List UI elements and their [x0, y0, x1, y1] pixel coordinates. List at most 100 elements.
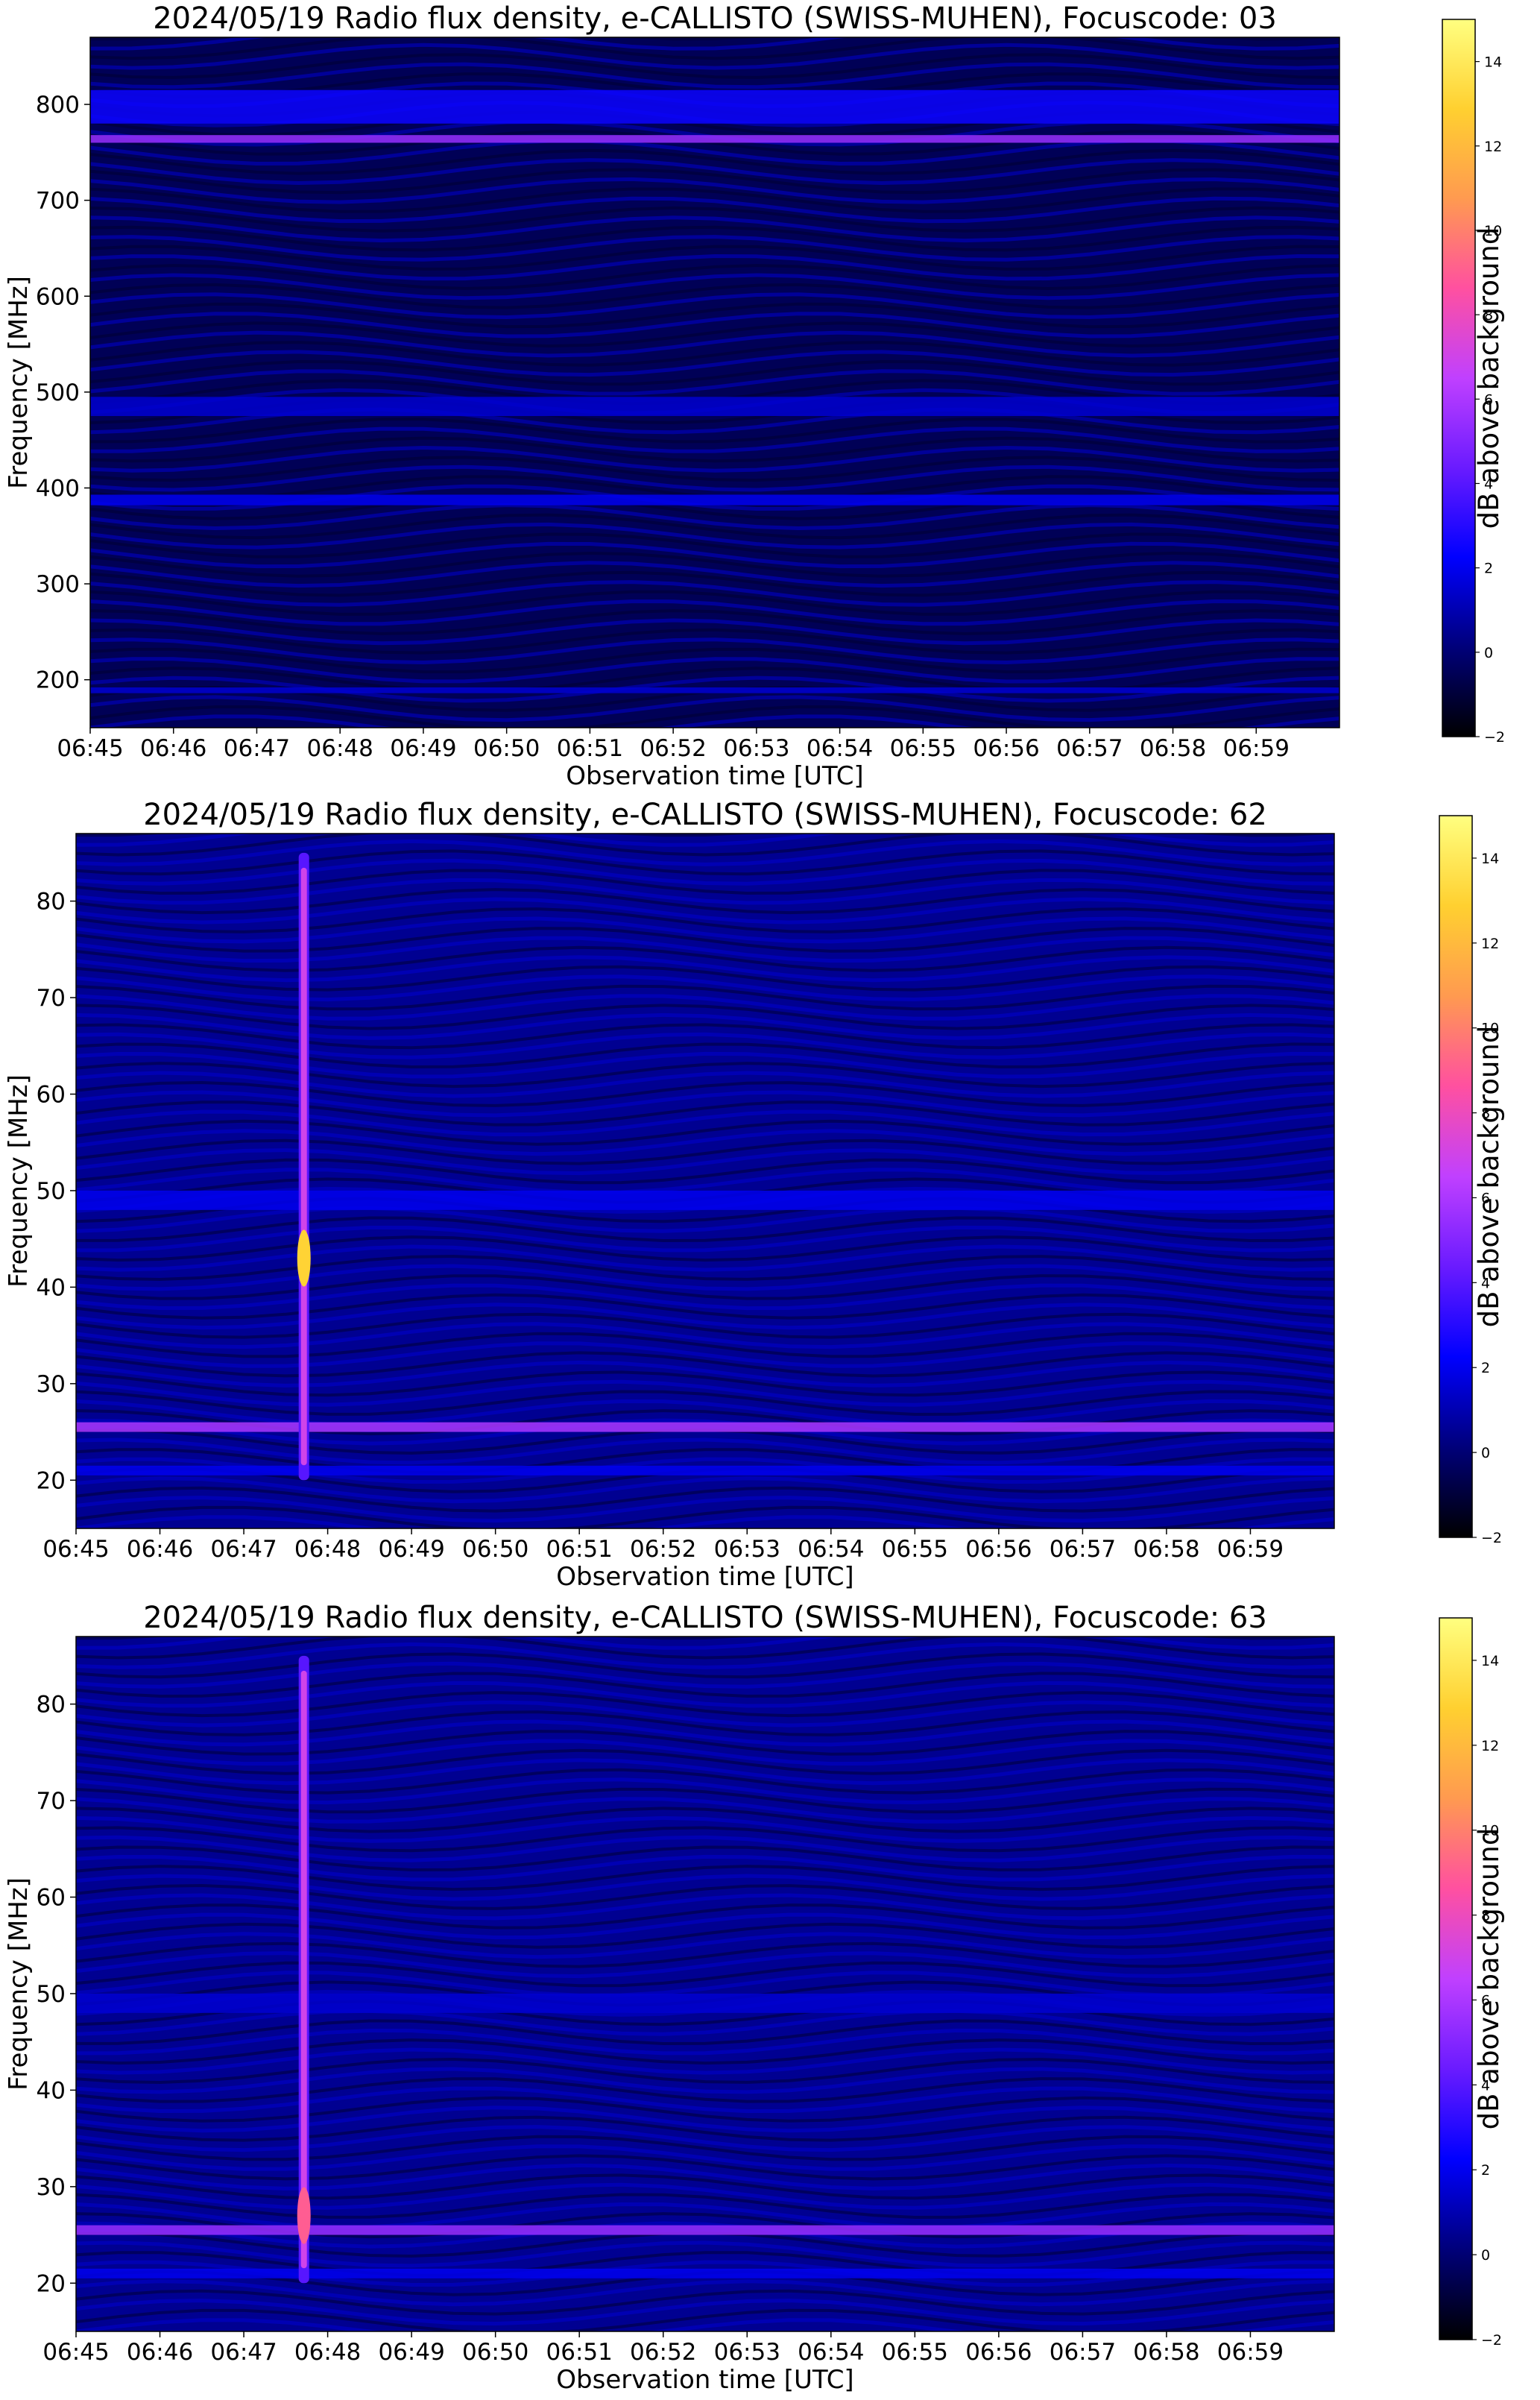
colorbar-tick-label: 12 [1484, 139, 1502, 155]
y-tick-label: 200 [36, 667, 80, 694]
colorbar-tick-label: 14 [1484, 54, 1502, 71]
x-tick-label: 06:50 [473, 735, 540, 762]
colorbar-label: dB above background [1473, 1026, 1505, 1328]
colorbar-tick-label: 12 [1481, 936, 1499, 952]
plot-area [90, 37, 1339, 728]
colorbar: −2 0 2 4 6 8 10 12 14 dB above background [1439, 1617, 1505, 2349]
x-tick-label: 06:45 [42, 2339, 109, 2366]
burst-peak [297, 1229, 311, 1287]
y-tick-label: 30 [37, 2174, 66, 2201]
x-tick-label: 06:49 [390, 735, 456, 762]
x-tick-label: 06:47 [210, 2339, 277, 2366]
x-tick-label: 06:57 [1050, 1536, 1116, 1563]
x-tick-label: 06:57 [1050, 2339, 1116, 2366]
colorbar-gradient [1439, 815, 1473, 1538]
x-tick-label: 06:57 [1056, 735, 1123, 762]
y-tick-label: 60 [37, 1082, 66, 1109]
y-tick-label: 600 [36, 283, 80, 310]
plot-frame [75, 833, 1335, 1529]
y-tick-label: 400 [36, 475, 80, 502]
x-tick-label: 06:56 [973, 735, 1039, 762]
colorbar: −2 0 2 4 6 8 10 12 14 dB above background [1439, 815, 1505, 1546]
colorbar-tick-label: 0 [1481, 2247, 1490, 2264]
x-tick-label: 06:56 [965, 2339, 1032, 2366]
spectral-band [90, 687, 1339, 693]
x-tick-label: 06:59 [1217, 2339, 1284, 2366]
plot-frame [89, 37, 1340, 728]
x-tick-label: 06:58 [1140, 735, 1206, 762]
colorbar-tick-label: 4 [1481, 1275, 1490, 1291]
x-tick-label: 06:53 [723, 735, 789, 762]
spectrogram-panel-2: 2024/05/19 Radio flux density, e-CALLIST… [4, 798, 1505, 1592]
spectrogram-panel-1: 2024/05/19 Radio flux density, e-CALLIST… [4, 1, 1505, 791]
x-tick-label: 06:51 [546, 1536, 613, 1563]
x-tick-label: 06:45 [42, 1536, 109, 1563]
y-tick-label: 800 [36, 92, 80, 119]
y-tick-label: 40 [37, 2077, 66, 2104]
y-tick-label: 50 [37, 1981, 66, 2008]
colorbar-tick-label: −2 [1481, 2332, 1502, 2349]
y-axis-label: Frequency [MHz] [4, 1877, 34, 2091]
x-tick-label: 06:50 [462, 1536, 528, 1563]
x-tick-label: 06:46 [127, 1536, 193, 1563]
chart-title: 2024/05/19 Radio flux density, e-CALLIST… [153, 1, 1277, 36]
x-tick-label: 06:47 [224, 735, 290, 762]
y-tick-label: 20 [37, 2270, 66, 2297]
x-tick-label: 06:54 [807, 735, 873, 762]
spectral-band [76, 1190, 1334, 1210]
x-tick-label: 06:59 [1223, 735, 1290, 762]
x-tick-label: 06:47 [210, 1536, 277, 1563]
x-tick-label: 06:52 [630, 1536, 696, 1563]
x-tick-label: 06:53 [714, 2339, 780, 2366]
x-tick-label: 06:51 [557, 735, 623, 762]
x-tick-label: 06:58 [1133, 1536, 1199, 1563]
spectral-band [90, 135, 1339, 143]
y-tick-label: 80 [37, 889, 66, 916]
x-tick-label: 06:58 [1133, 2339, 1199, 2366]
type-iii-burst-core [300, 1670, 307, 2269]
x-tick-label: 06:53 [714, 1536, 780, 1563]
x-tick-label: 06:52 [630, 2339, 696, 2366]
colorbar-tick-label: 2 [1484, 561, 1493, 577]
y-tick-label: 500 [36, 379, 80, 406]
spectrogram-panel-3: 2024/05/19 Radio flux density, e-CALLIST… [4, 1601, 1505, 2395]
spectral-band [90, 494, 1339, 505]
colorbar-tick-label: 10 [1481, 1823, 1499, 1839]
chart-title: 2024/05/19 Radio flux density, e-CALLIST… [143, 798, 1267, 832]
colorbar-tick-label: −2 [1481, 1530, 1502, 1546]
x-tick-label: 06:49 [378, 1536, 444, 1563]
x-tick-label: 06:48 [294, 2339, 361, 2366]
x-tick-label: 06:55 [882, 1536, 948, 1563]
colorbar-label: dB above background [1473, 227, 1505, 529]
plot-area [76, 1637, 1334, 2331]
x-tick-label: 06:51 [546, 2339, 613, 2366]
spectral-band [76, 2268, 1334, 2278]
x-axis-label: Observation time [UTC] [556, 2365, 853, 2395]
colorbar-tick-label: 2 [1481, 1360, 1490, 1376]
colorbar-tick-label: 6 [1481, 1992, 1490, 2009]
colorbar-tick-label: 12 [1481, 1738, 1499, 1754]
type-iii-burst-core [300, 867, 307, 1466]
colorbar-gradient [1439, 1617, 1473, 2340]
y-tick-label: 30 [37, 1371, 66, 1398]
colorbar-tick-label: −2 [1484, 729, 1505, 746]
y-tick-label: 60 [37, 1885, 66, 1912]
x-tick-label: 06:46 [127, 2339, 193, 2366]
x-axis-label: Observation time [UTC] [556, 1562, 853, 1592]
x-tick-label: 06:52 [640, 735, 706, 762]
x-tick-label: 06:45 [57, 735, 123, 762]
x-tick-label: 06:59 [1217, 1536, 1284, 1563]
colorbar: −2 0 2 4 6 8 10 12 14 dB above background [1442, 19, 1505, 746]
y-tick-label: 50 [37, 1178, 66, 1205]
colorbar-gradient [1442, 19, 1476, 737]
y-tick-label: 20 [37, 1467, 66, 1494]
burst-peak [297, 2187, 311, 2244]
y-tick-label: 40 [37, 1274, 66, 1301]
colorbar-tick-label: 4 [1484, 476, 1493, 492]
colorbar-tick-label: 2 [1481, 2162, 1490, 2179]
spectral-band [90, 397, 1339, 417]
colorbar-tick-label: 10 [1481, 1021, 1499, 1037]
spectral-band [76, 2225, 1334, 2235]
colorbar-tick-label: 14 [1481, 1653, 1499, 1669]
